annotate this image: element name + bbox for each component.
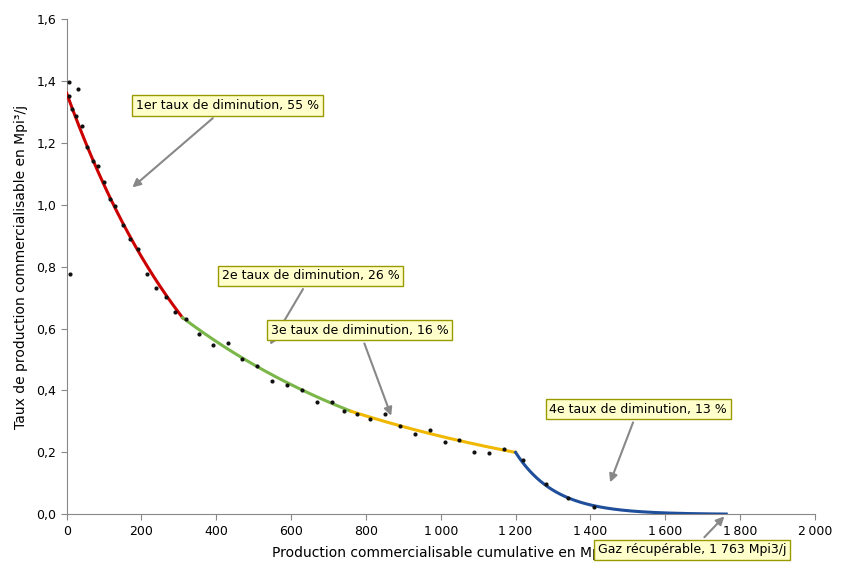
Point [378, 409, 392, 418]
Point [193, 329, 206, 338]
Text: 3e taux de diminution, 16 %: 3e taux de diminution, 16 % [271, 324, 448, 414]
Point [62, 92, 75, 101]
Point [206, 340, 219, 350]
Y-axis label: Taux de production commercialisable en Mpi³/j: Taux de production commercialisable en M… [14, 104, 28, 429]
Point [423, 425, 437, 435]
Point [539, 480, 552, 489]
Point [337, 406, 350, 415]
Text: 4e taux de diminution, 13 %: 4e taux de diminution, 13 % [549, 402, 727, 480]
Point [281, 381, 294, 390]
Point [103, 194, 117, 203]
Point [587, 502, 601, 511]
Point [236, 354, 250, 363]
Point [97, 177, 111, 187]
Text: Gaz récupérable, 1 763 Mpi3/j: Gaz récupérable, 1 763 Mpi3/j [598, 518, 787, 556]
Point [86, 156, 100, 165]
Point [168, 307, 182, 316]
X-axis label: Production commercialisable cumulative en Mpi³: Production commercialisable cumulative e… [272, 546, 610, 560]
Point [74, 122, 88, 131]
Point [80, 143, 94, 152]
Point [295, 385, 309, 394]
Text: 2e taux de diminution, 26 %: 2e taux de diminution, 26 % [222, 269, 399, 343]
Point [221, 338, 234, 347]
Point [453, 435, 466, 444]
Point [561, 494, 574, 503]
Point [468, 447, 481, 456]
Point [91, 162, 105, 171]
Point [350, 410, 364, 419]
Point [124, 234, 137, 243]
Point [150, 283, 163, 292]
Point [310, 397, 324, 406]
Point [483, 448, 497, 457]
Point [363, 415, 376, 424]
Point [408, 429, 421, 439]
Point [179, 315, 193, 324]
Point [140, 269, 154, 278]
Point [71, 84, 85, 93]
Point [497, 445, 511, 454]
Point [250, 362, 264, 371]
Point [266, 376, 279, 385]
Text: 1er taux de diminution, 55 %: 1er taux de diminution, 55 % [135, 99, 319, 186]
Point [69, 111, 83, 121]
Point [326, 397, 339, 406]
Point [65, 104, 79, 114]
Point [131, 245, 145, 254]
Point [63, 270, 77, 279]
Point [116, 220, 129, 230]
Point [393, 421, 406, 430]
Point [516, 456, 530, 465]
Point [108, 201, 122, 211]
Point [62, 78, 75, 87]
Point [159, 292, 173, 301]
Point [437, 437, 451, 447]
